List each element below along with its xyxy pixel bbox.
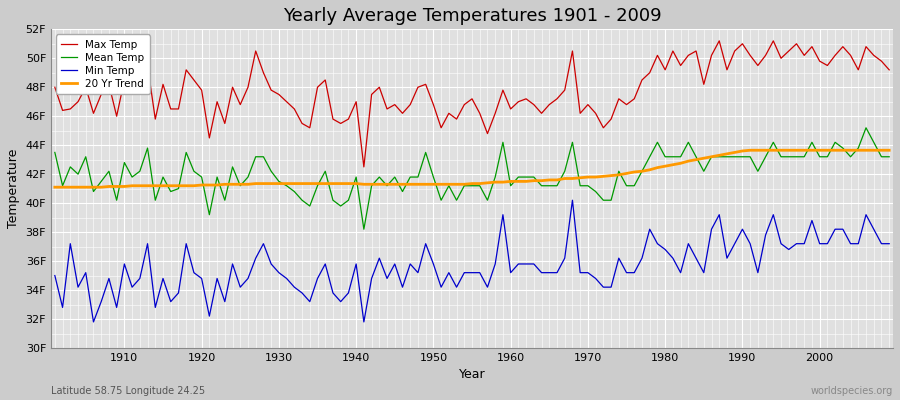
Mean Temp — [358, 227, 369, 232]
Mean Temp — [112, 198, 122, 203]
Max Temp — [714, 38, 724, 43]
Line: Min Temp: Min Temp — [55, 200, 889, 322]
Mean Temp — [884, 154, 895, 159]
Min Temp — [289, 285, 300, 290]
Max Temp — [513, 99, 524, 104]
Legend: Max Temp, Mean Temp, Min Temp, 20 Yr Trend: Max Temp, Mean Temp, Min Temp, 20 Yr Tre… — [56, 34, 149, 94]
X-axis label: Year: Year — [459, 368, 485, 382]
Line: Mean Temp: Mean Temp — [55, 128, 889, 229]
Mean Temp — [505, 183, 516, 188]
Title: Yearly Average Temperatures 1901 - 2009: Yearly Average Temperatures 1901 - 2009 — [283, 7, 662, 25]
Text: worldspecies.org: worldspecies.org — [811, 386, 893, 396]
Text: Latitude 58.75 Longitude 24.25: Latitude 58.75 Longitude 24.25 — [51, 386, 205, 396]
Min Temp — [884, 241, 895, 246]
Y-axis label: Temperature: Temperature — [7, 149, 20, 228]
Max Temp — [358, 164, 369, 169]
Line: 20 Yr Trend: 20 Yr Trend — [55, 150, 889, 187]
Min Temp — [119, 262, 130, 266]
Mean Temp — [281, 183, 292, 188]
Min Temp — [88, 320, 99, 324]
Max Temp — [50, 85, 60, 90]
Mean Temp — [513, 175, 524, 180]
20 Yr Trend — [884, 148, 895, 153]
20 Yr Trend — [281, 181, 292, 186]
Max Temp — [328, 117, 338, 122]
Mean Temp — [860, 125, 871, 130]
Max Temp — [606, 117, 616, 122]
Mean Temp — [328, 198, 338, 203]
20 Yr Trend — [112, 184, 122, 189]
Min Temp — [614, 256, 625, 260]
Max Temp — [884, 68, 895, 72]
Max Temp — [112, 114, 122, 119]
Max Temp — [505, 106, 516, 111]
Mean Temp — [606, 198, 616, 203]
Min Temp — [567, 198, 578, 203]
Min Temp — [50, 273, 60, 278]
Line: Max Temp: Max Temp — [55, 41, 889, 167]
Min Temp — [336, 299, 346, 304]
20 Yr Trend — [505, 179, 516, 184]
20 Yr Trend — [744, 148, 755, 153]
Max Temp — [281, 99, 292, 104]
20 Yr Trend — [50, 185, 60, 190]
20 Yr Trend — [498, 180, 508, 184]
20 Yr Trend — [328, 181, 338, 186]
Min Temp — [505, 270, 516, 275]
Min Temp — [513, 262, 524, 266]
Mean Temp — [50, 150, 60, 155]
20 Yr Trend — [598, 174, 608, 179]
